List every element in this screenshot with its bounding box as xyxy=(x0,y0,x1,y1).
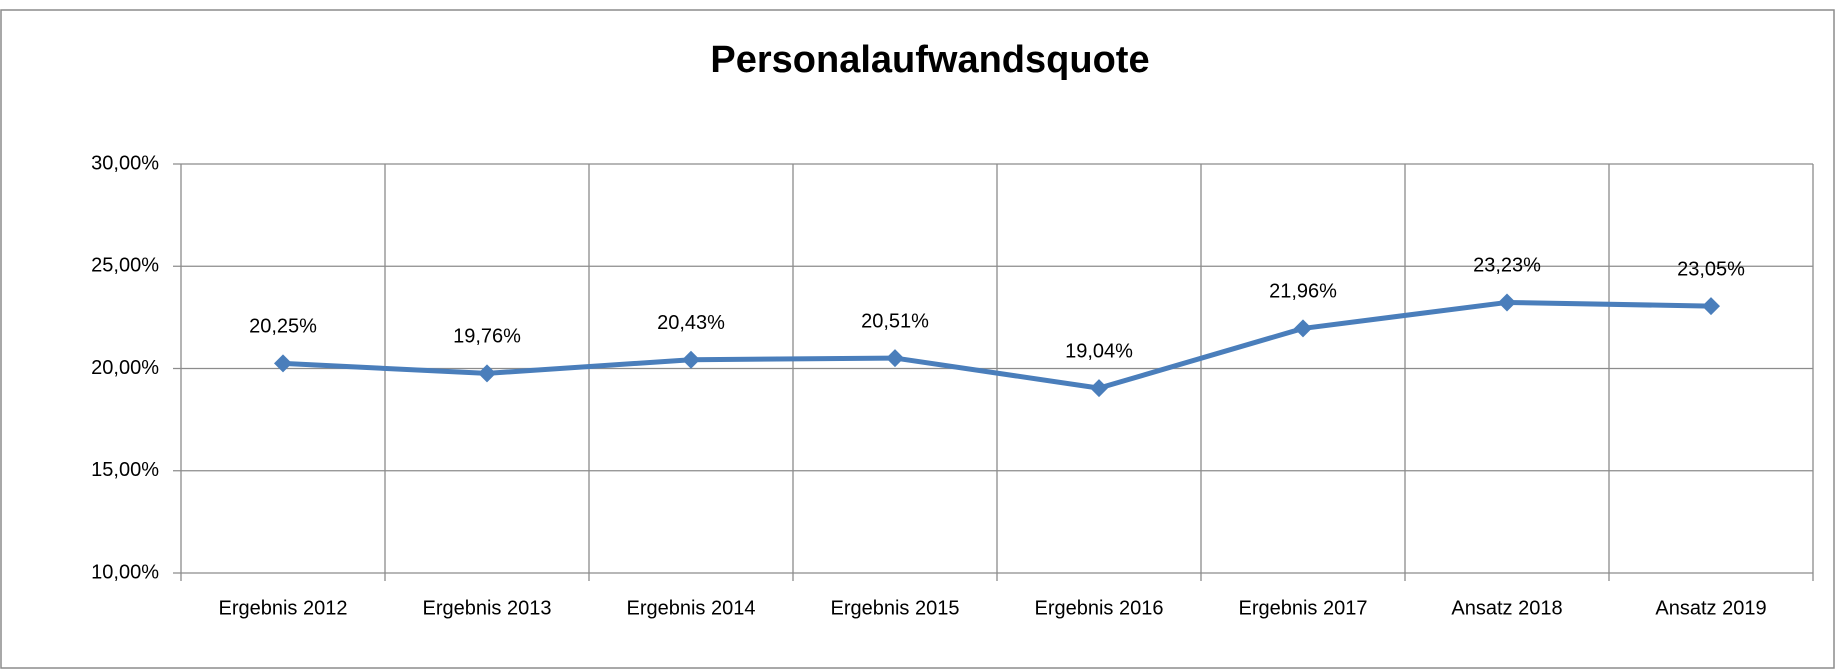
x-tick-label: Ergebnis 2013 xyxy=(423,597,552,619)
point-marker xyxy=(886,349,904,368)
x-tick-label: Ergebnis 2017 xyxy=(1239,597,1368,619)
point-marker xyxy=(1702,297,1720,316)
point-marker xyxy=(1498,293,1516,312)
data-label: 20,25% xyxy=(249,316,317,338)
point-marker xyxy=(478,364,496,383)
y-tick-label: 20,00% xyxy=(91,357,159,379)
data-label: 20,51% xyxy=(861,310,929,332)
x-tick-label: Ansatz 2019 xyxy=(1655,597,1766,619)
point-marker xyxy=(1294,319,1312,338)
data-label: 21,96% xyxy=(1269,281,1337,303)
y-tick-label: 25,00% xyxy=(91,255,159,277)
chart-border xyxy=(0,9,1835,669)
y-tick-label: 30,00% xyxy=(91,152,159,174)
chart-title: Personalaufwandsquote xyxy=(710,39,1149,81)
x-tick-label: Ansatz 2018 xyxy=(1451,597,1562,619)
x-tick-label: Ergebnis 2016 xyxy=(1035,597,1164,619)
y-tick-label: 10,00% xyxy=(91,561,159,583)
data-label: 20,43% xyxy=(657,312,725,334)
x-tick-label: Ergebnis 2014 xyxy=(627,597,756,619)
data-label: 19,04% xyxy=(1065,340,1133,362)
point-marker xyxy=(274,354,292,373)
series-line xyxy=(282,299,1712,391)
x-tick-label: Ergebnis 2015 xyxy=(831,597,960,619)
point-marker xyxy=(1090,379,1108,398)
data-label: 23,23% xyxy=(1473,255,1541,277)
data-label: 23,05% xyxy=(1677,258,1745,280)
data-label: 19,76% xyxy=(453,326,521,348)
x-tick-label: Ergebnis 2012 xyxy=(219,597,348,619)
y-tick-label: 15,00% xyxy=(91,459,159,481)
point-marker xyxy=(682,350,700,369)
